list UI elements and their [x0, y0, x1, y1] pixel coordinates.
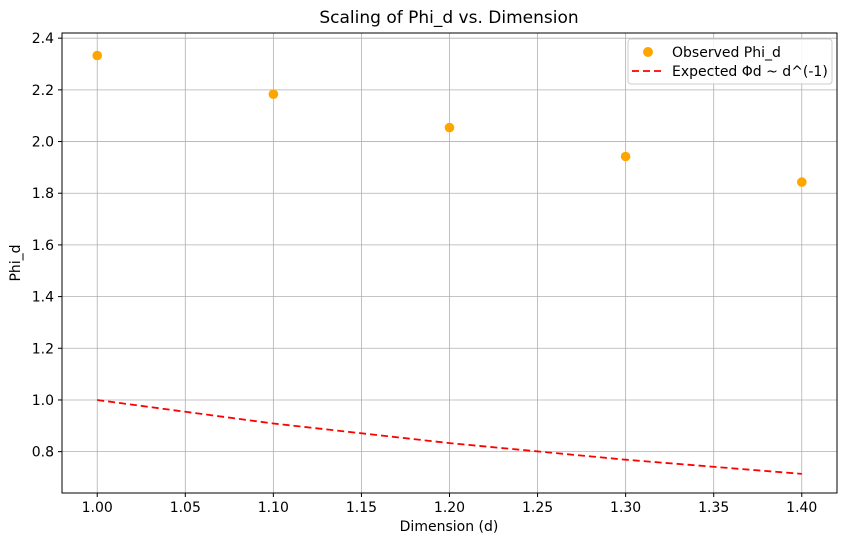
x-tick-label: 1.40: [786, 500, 817, 516]
tick-labels: 1.00 1.05 1.10 1.15 1.20 1.25 1.30 1.35 1.40 0.8 1…: [32, 31, 818, 516]
x-tick-label: 1.25: [522, 500, 553, 516]
x-tick-label: 1.20: [434, 500, 465, 516]
x-tick-label: 1.35: [698, 500, 729, 516]
x-tick-label: 1.15: [346, 500, 377, 516]
y-tick-label: 2.0: [32, 135, 54, 151]
tick-marks: [58, 37, 803, 497]
y-tick-label: 1.8: [32, 186, 54, 202]
x-tick-label: 1.05: [170, 500, 201, 516]
y-tick-label: 1.0: [32, 393, 54, 409]
x-tick-label: 1.10: [258, 500, 289, 516]
scatter-point: [444, 122, 455, 133]
x-tick-label: 1.00: [82, 500, 113, 516]
expected-line-layer: [97, 399, 802, 475]
x-axis-label: Dimension (d): [400, 519, 499, 535]
expected-line: [97, 399, 802, 475]
y-tick-label: 2.2: [32, 83, 54, 99]
scatter-points-layer: [92, 50, 807, 187]
y-tick-label: 1.6: [32, 238, 54, 254]
chart-title: Scaling of Phi_d vs. Dimension: [319, 8, 578, 28]
y-tick-label: 2.4: [32, 31, 54, 47]
scatter-point: [797, 177, 807, 187]
scatter-point: [620, 151, 631, 162]
scatter-point: [268, 89, 279, 99]
y-tick-label: 1.2: [32, 341, 54, 357]
y-axis-label: Phi_d: [8, 244, 24, 281]
y-tick-label: 1.4: [32, 290, 54, 306]
y-tick-label: 0.8: [32, 445, 54, 461]
legend-label-observed: Observed Phi_d: [672, 45, 781, 61]
x-tick-label: 1.30: [610, 500, 641, 516]
legend-label-expected: Expected Φd ~ d^(-1): [672, 64, 828, 80]
legend: Observed Phi_d Expected Φd ~ d^(-1): [627, 38, 833, 85]
scatter-point: [92, 50, 102, 61]
grid-lines: [62, 33, 837, 493]
legend-box: [627, 38, 833, 85]
legend-marker-observed: [643, 47, 653, 57]
